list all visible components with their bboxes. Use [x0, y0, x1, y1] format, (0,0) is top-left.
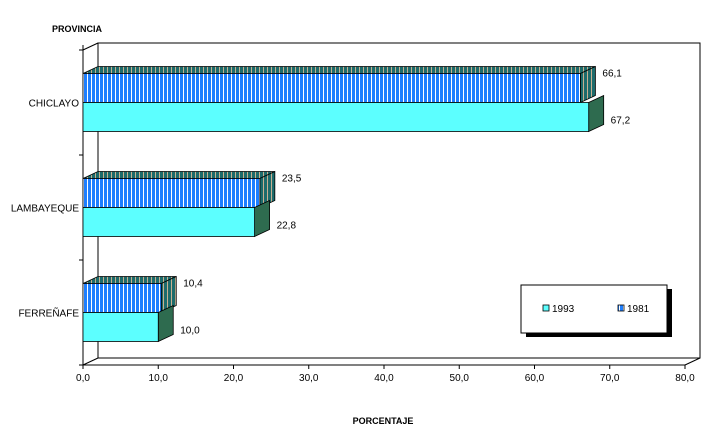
y-axis-title: PROVINCIA	[52, 24, 103, 34]
data-label-1981: 23,5	[282, 174, 302, 185]
legend: 1993 1981	[520, 284, 672, 337]
frame-edge	[82, 42, 99, 51]
frame-edge	[684, 357, 701, 366]
bar-1981-top	[82, 276, 177, 284]
data-label-1981: 66,1	[602, 69, 622, 80]
bar-1993	[82, 102, 590, 132]
bar-1981	[82, 178, 261, 208]
x-tick-label: 80,0	[675, 373, 695, 384]
x-tick-label: 10,0	[149, 373, 169, 384]
bar-1981-top	[82, 171, 276, 179]
x-axis-title: PORCENTAJE	[353, 416, 414, 426]
x-tick-label: 20,0	[224, 373, 244, 384]
legend-swatch-1981	[617, 304, 625, 312]
x-tick-label: 40,0	[374, 373, 394, 384]
data-label-1993: 67,2	[611, 116, 631, 127]
data-label-1993: 10,0	[180, 326, 200, 337]
category-label: LAMBAYEQUE	[11, 204, 79, 215]
bars: CHICLAYO 66,1 67,2 LAMBAYEQUE 23,5 22,8 FERREÑ…	[11, 65, 631, 343]
legend-label-1981: 1981	[627, 304, 650, 315]
bar-1981	[82, 283, 162, 313]
bar-1993	[82, 312, 159, 342]
frame-edge	[82, 357, 99, 366]
legend-swatch-1993	[542, 304, 550, 312]
category-label: FERREÑAFE	[18, 307, 79, 320]
bar-1981-top	[82, 66, 596, 74]
x-tick-label: 30,0	[299, 373, 319, 384]
x-tick-label: 50,0	[450, 373, 470, 384]
x-tick-label: 70,0	[600, 373, 620, 384]
category-label: CHICLAYO	[29, 99, 80, 110]
bar-1981	[82, 73, 581, 103]
x-tick-label: 0,0	[76, 373, 90, 384]
data-label-1993: 22,8	[277, 221, 297, 232]
data-label-1981: 10,4	[183, 279, 203, 290]
legend-label-1993: 1993	[552, 304, 575, 315]
x-tick-label: 60,0	[525, 373, 545, 384]
bar-1993	[82, 207, 255, 237]
